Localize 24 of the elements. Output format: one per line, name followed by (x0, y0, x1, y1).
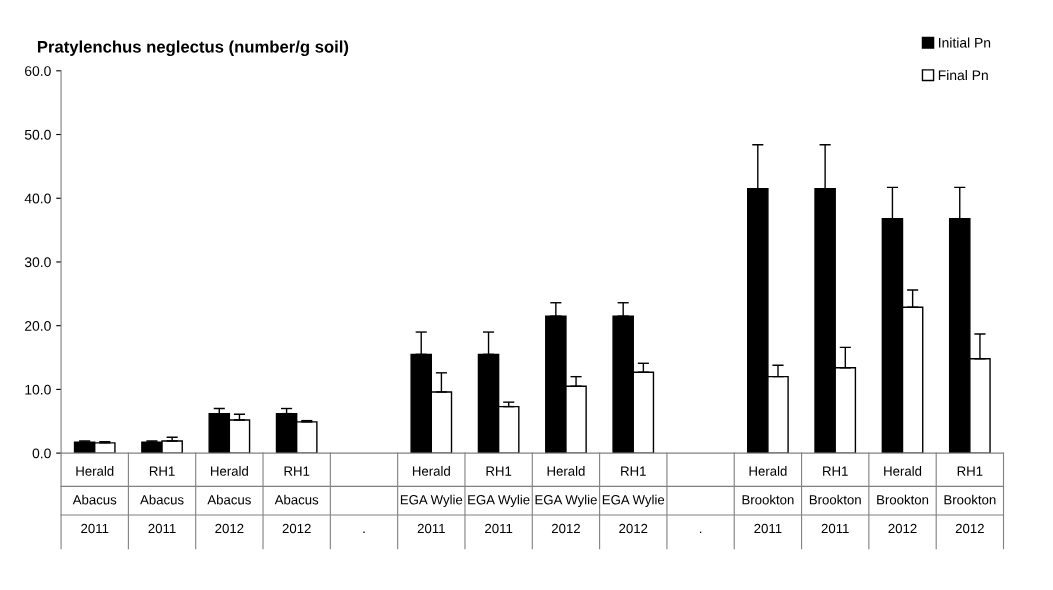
chart-title: Pratylenchus neglectus (number/g soil) (37, 40, 349, 57)
y-tick-label: 20.0 (25, 321, 51, 331)
category-label: RH1 Brookton 2012 (944, 466, 996, 534)
category-label: Herald Brookton 2011 (742, 466, 794, 534)
category-label: Herald Abacus 2011 (72, 466, 117, 534)
y-tick-label: 30.0 (24, 257, 51, 268)
x-tick-label: . (363, 531, 365, 533)
category-label: Herald Abacus 2012 (207, 466, 251, 534)
category-label: Herald Brookton 2012 (877, 466, 929, 534)
y-tick-label: 0.0 (32, 448, 51, 459)
y-tick-label: 40.0 (24, 193, 51, 204)
legend-label: Initial Pn (939, 37, 991, 48)
category-label: RH1 EGA Wylie 2011 (468, 466, 530, 534)
category-label: Herald EGA Wylie 2012 (535, 466, 597, 534)
legend-label: Final Pn (938, 69, 988, 81)
y-tick-label: 60.0 (25, 66, 51, 76)
category-label: Herald EGA Wylie 2011 (400, 466, 463, 534)
category-label: RH1 EGA Wylie 2012 (602, 466, 665, 534)
y-tick-label: 10.0 (25, 384, 51, 395)
category-label: RH1 Abacus 2011 (140, 466, 184, 534)
y-tick-label: 50.0 (24, 129, 51, 140)
x-tick-label: . (699, 531, 702, 533)
category-label: RH1 Abacus 2012 (274, 466, 319, 534)
category-label: RH1 Brookton 2011 (809, 466, 861, 534)
